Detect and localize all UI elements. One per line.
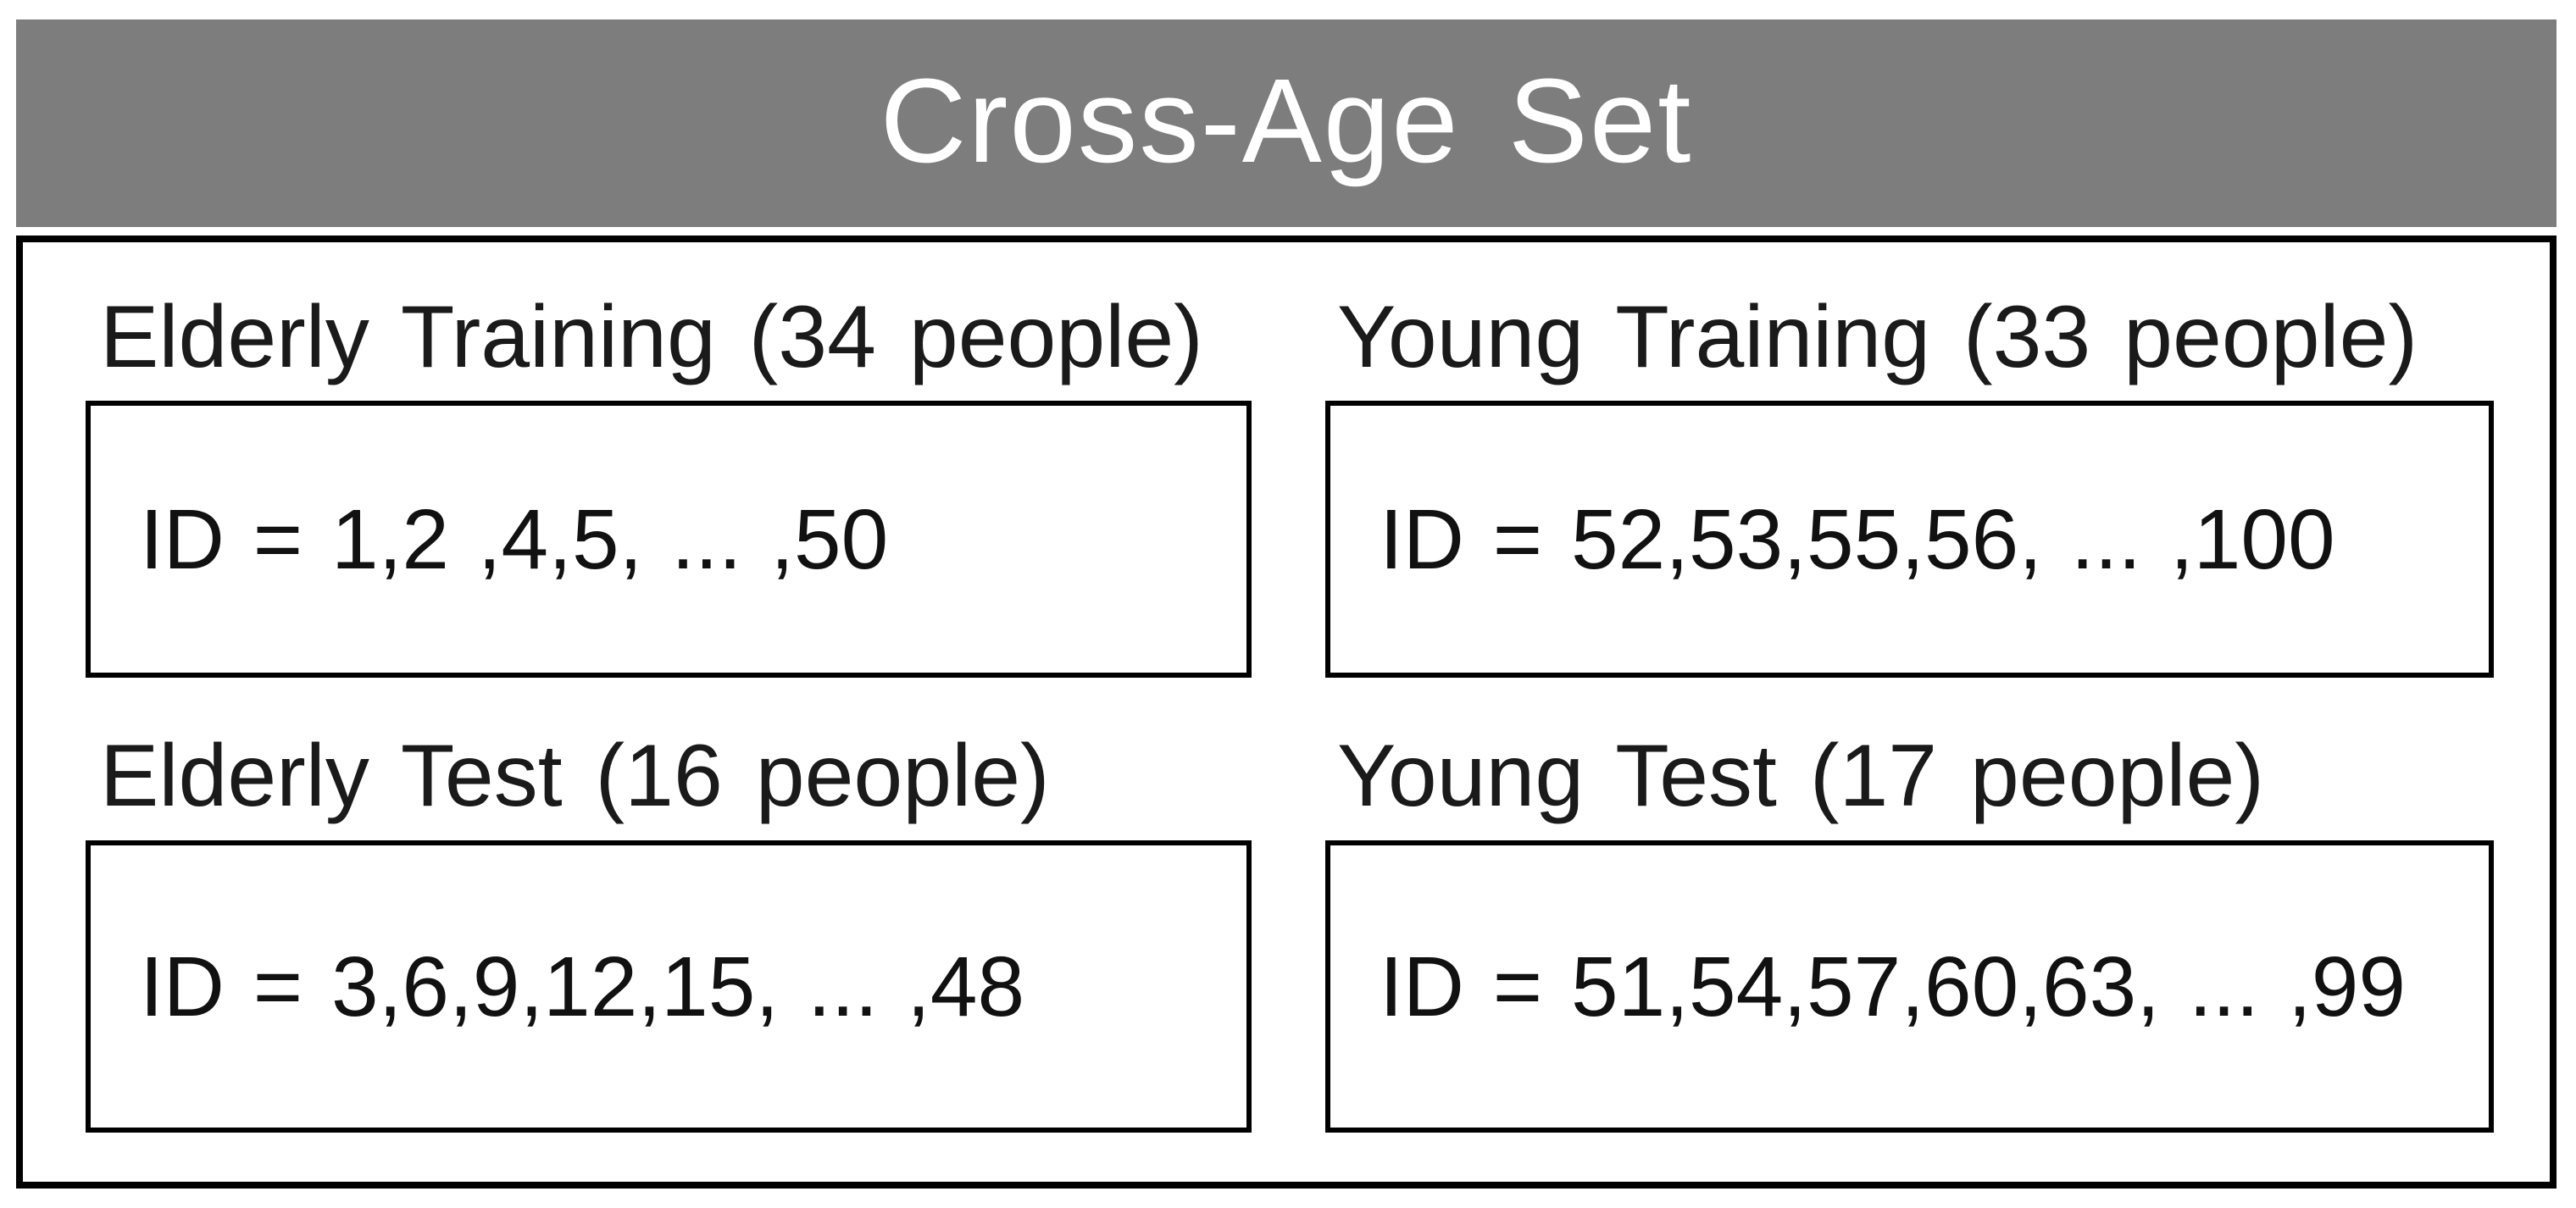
dataset-split-container: Elderly Training (34 people) ID = 1,2 ,4… [16, 236, 2557, 1189]
young-training-label: Young Training (33 people) [1337, 288, 2418, 386]
elderly-test-box: ID = 3,6,9,12,15, ... ,48 [86, 840, 1252, 1133]
young-test-box: ID = 51,54,57,60,63, ... ,99 [1325, 840, 2494, 1133]
elderly-training-ids: ID = 1,2 ,4,5, ... ,50 [140, 491, 889, 587]
young-training-box: ID = 52,53,55,56, ... ,100 [1325, 401, 2494, 678]
elderly-training-label: Elderly Training (34 people) [100, 288, 1203, 386]
young-test-ids: ID = 51,54,57,60,63, ... ,99 [1380, 939, 2406, 1034]
figure-title: Cross-Age Set [880, 53, 1693, 187]
header-bar: Cross-Age Set [16, 19, 2557, 227]
elderly-test-ids: ID = 3,6,9,12,15, ... ,48 [140, 939, 1025, 1034]
young-test-label: Young Test (17 people) [1337, 727, 2264, 825]
elderly-test-label: Elderly Test (16 people) [100, 727, 1050, 825]
young-training-ids: ID = 52,53,55,56, ... ,100 [1380, 491, 2335, 587]
elderly-training-box: ID = 1,2 ,4,5, ... ,50 [86, 401, 1252, 678]
